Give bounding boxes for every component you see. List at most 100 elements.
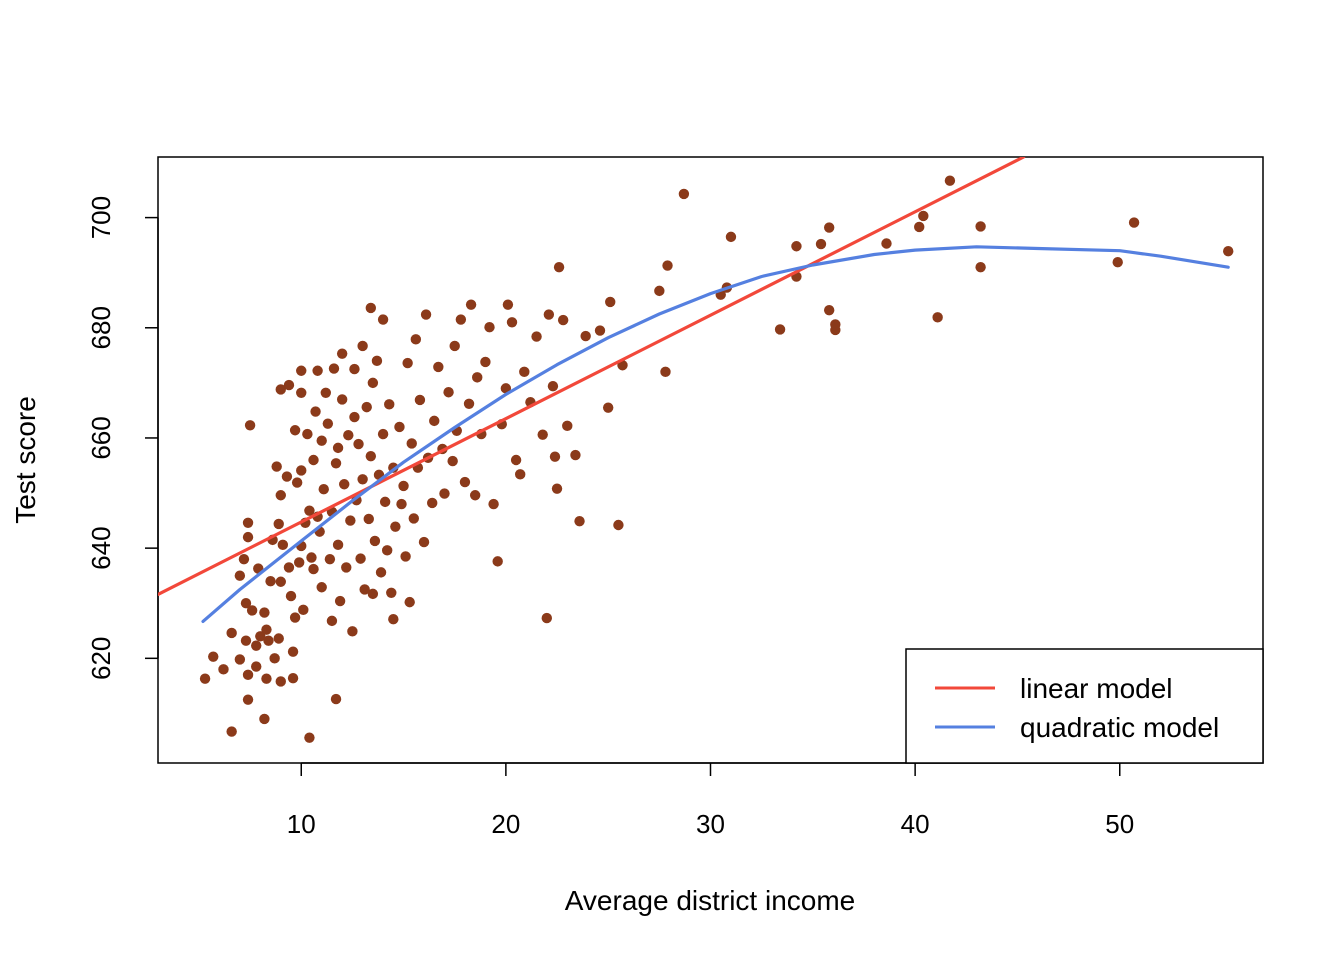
data-point (502, 299, 514, 310)
data-point (400, 551, 411, 562)
data-point (975, 261, 986, 273)
data-point (369, 535, 381, 547)
data-point (251, 640, 262, 651)
data-point (367, 377, 379, 389)
data-point (330, 458, 342, 469)
data-point (218, 664, 229, 675)
data-point (1223, 246, 1234, 257)
data-point (277, 539, 289, 551)
data-point (384, 399, 395, 410)
quadratic-model-line (201, 245, 1230, 623)
data-point (285, 590, 297, 602)
data-point (365, 450, 377, 462)
data-point (975, 221, 986, 232)
data-point (287, 646, 299, 657)
data-point (199, 673, 211, 684)
data-point (662, 260, 673, 271)
data-point (302, 428, 313, 440)
data-point (341, 562, 352, 573)
data-point (345, 515, 356, 526)
data-point (557, 314, 569, 326)
data-point (388, 614, 399, 625)
data-point (944, 175, 956, 186)
data-point (402, 357, 413, 369)
data-point (791, 241, 802, 252)
data-point (322, 418, 334, 429)
data-point (359, 584, 370, 595)
data-point (553, 261, 565, 273)
y-tick-label: 660 (86, 416, 116, 459)
data-point (363, 513, 374, 525)
data-point (316, 435, 327, 446)
data-point (418, 536, 430, 548)
data-point (410, 334, 422, 345)
data-point (259, 713, 270, 725)
data-point (259, 607, 270, 618)
y-tick-label: 640 (86, 526, 116, 569)
data-point (455, 314, 467, 325)
data-point (469, 490, 481, 501)
data-point (365, 302, 377, 314)
data-point (398, 480, 409, 492)
model-lines (158, 157, 1230, 623)
data-point (226, 726, 237, 737)
data-point (830, 319, 841, 330)
legend: linear model quadratic model (905, 648, 1264, 764)
y-axis: 620 640 660 680 700 (86, 196, 159, 680)
data-point (330, 693, 342, 705)
data-point (447, 455, 458, 467)
data-point (379, 496, 391, 508)
data-point (605, 296, 616, 308)
data-point (275, 576, 286, 587)
y-tick-label: 620 (86, 637, 116, 680)
data-point (339, 479, 350, 490)
data-point (287, 672, 299, 684)
data-point (562, 420, 573, 432)
data-point (298, 604, 309, 616)
data-point (480, 356, 491, 368)
data-point (244, 420, 256, 431)
data-point (296, 365, 307, 376)
scatter-points (199, 175, 1234, 743)
data-point (240, 598, 252, 609)
data-point (547, 380, 559, 392)
data-point (349, 363, 360, 375)
data-point (404, 596, 415, 608)
data-point (371, 355, 383, 367)
linear-model-line (158, 157, 1026, 596)
data-point (326, 615, 338, 627)
data-point (332, 442, 344, 454)
data-point (414, 394, 426, 406)
data-point (310, 406, 321, 417)
data-point (914, 221, 925, 233)
data-point (510, 454, 522, 466)
legend-box (905, 648, 1264, 764)
data-point (242, 517, 254, 529)
data-point (549, 451, 561, 462)
x-tick-label: 40 (901, 809, 930, 839)
data-point (308, 454, 319, 466)
data-point (420, 309, 432, 320)
data-point (242, 531, 254, 543)
data-point (296, 387, 307, 398)
data-point (265, 576, 276, 587)
data-point (263, 635, 274, 646)
data-point (602, 402, 614, 413)
data-point (283, 562, 295, 573)
data-point (678, 188, 690, 200)
x-tick-label: 20 (491, 809, 520, 839)
data-point (306, 552, 317, 563)
data-point (377, 428, 389, 440)
data-point (347, 626, 358, 637)
data-point (308, 563, 319, 575)
data-point (443, 387, 454, 398)
data-point (394, 421, 405, 433)
data-point (261, 673, 272, 684)
legend-label-linear-model: linear model (1020, 673, 1173, 704)
data-point (334, 595, 346, 607)
data-point (506, 317, 518, 328)
data-point (408, 513, 419, 524)
data-point (918, 210, 929, 222)
data-point (240, 635, 252, 646)
